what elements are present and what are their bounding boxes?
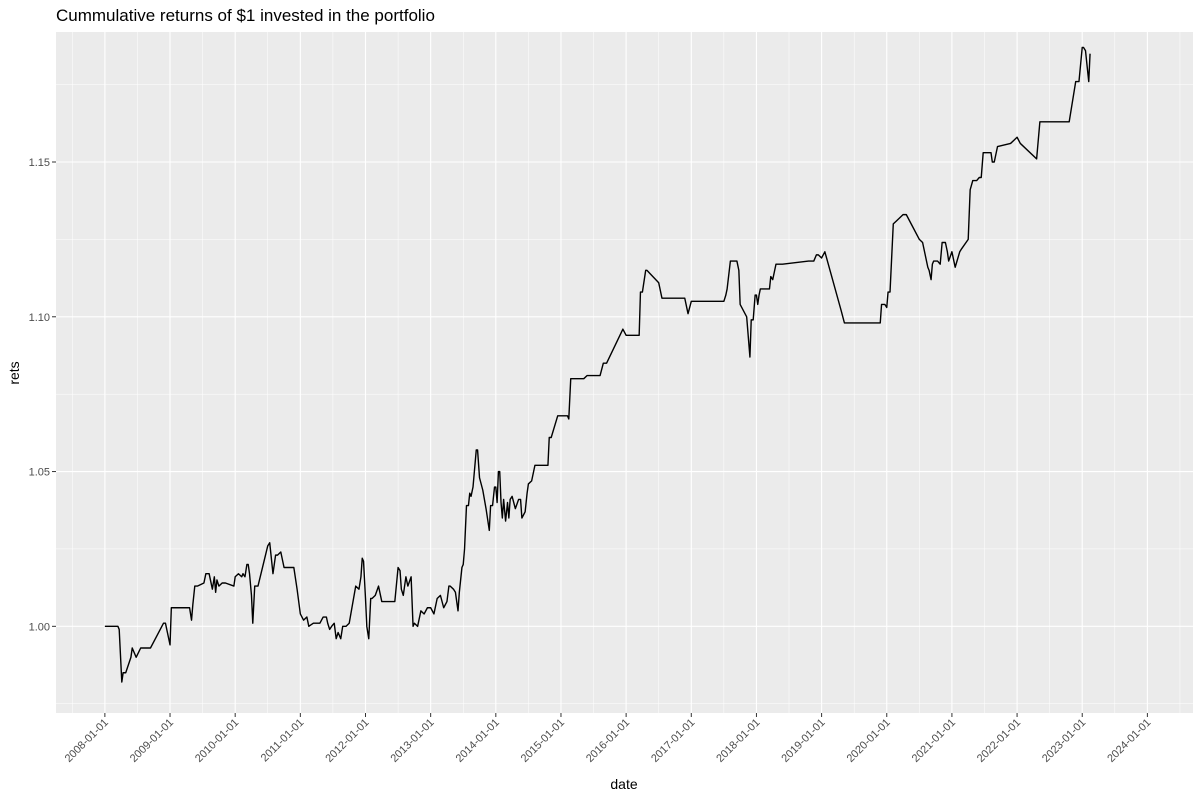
x-tick-label: 2014-01-01: [454, 717, 502, 765]
x-tick-label: 2009-01-01: [128, 717, 176, 765]
x-tick-label: 2017-01-01: [649, 717, 697, 765]
x-tick-label: 2013-01-01: [388, 717, 436, 765]
y-axis: 1.00 1.05 1.10 1.15: [29, 157, 56, 633]
x-tick-label: 2019-01-01: [779, 717, 827, 765]
x-tick-label: 2018-01-01: [714, 717, 762, 765]
x-tick-label: 2016-01-01: [584, 717, 632, 765]
y-tick-label: 1.00: [29, 621, 50, 633]
chart-title: Cummulative returns of $1 invested in th…: [56, 6, 435, 25]
x-tick-label: 2023-01-01: [1040, 717, 1088, 765]
series-line-rets: [104, 46, 1091, 683]
major-gridlines: [56, 32, 1193, 713]
x-tick-label: 2011-01-01: [259, 717, 307, 765]
x-axis: 2008-01-01 2009-01-01 2010-01-01 2011-01-01…: [63, 713, 1154, 765]
x-tick-label: 2008-01-01: [63, 717, 111, 765]
x-tick-label: 2021-01-01: [910, 717, 958, 765]
y-tick-label: 1.10: [29, 312, 50, 324]
x-tick-label: 2020-01-01: [845, 717, 893, 765]
x-tick-label: 2012-01-01: [323, 717, 371, 765]
x-tick-label: 2024-01-01: [1105, 717, 1153, 765]
series-layer: [104, 46, 1091, 683]
x-axis-title: date: [610, 776, 637, 792]
x-tick-label: 2015-01-01: [519, 717, 567, 765]
x-tick-label: 2010-01-01: [193, 717, 241, 765]
minor-gridlines: [56, 32, 1193, 713]
y-tick-label: 1.05: [29, 467, 50, 479]
y-axis-title: rets: [6, 361, 22, 384]
y-tick-label: 1.15: [29, 157, 50, 169]
x-tick-label: 2022-01-01: [975, 717, 1023, 765]
plot-panel: [56, 32, 1193, 713]
